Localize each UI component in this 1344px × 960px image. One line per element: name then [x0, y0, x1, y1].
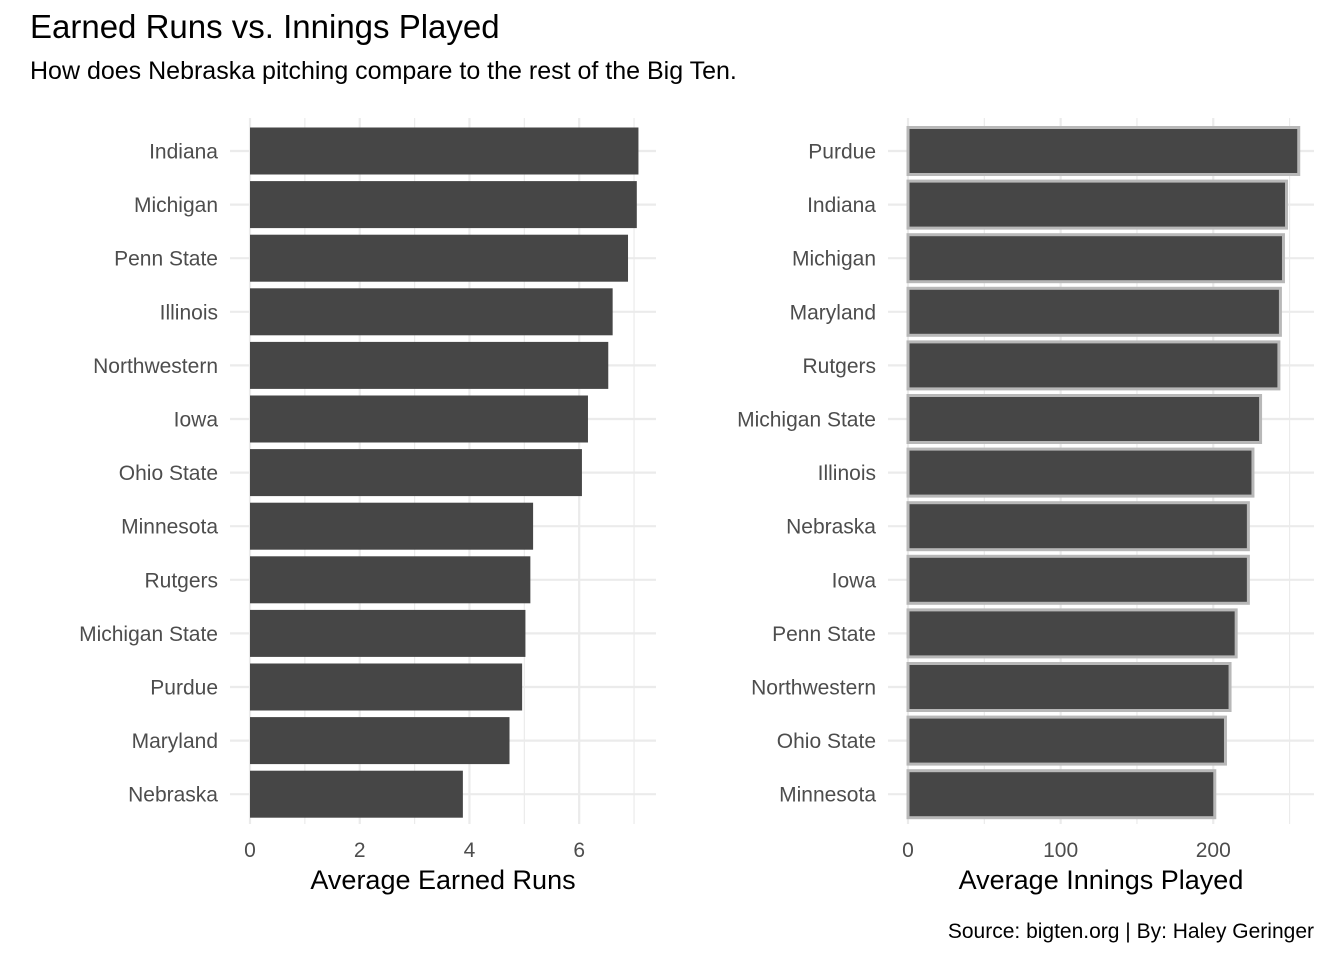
- innings-played-bar: [906, 340, 1281, 391]
- innings-played-category-label: Nebraska: [786, 516, 876, 539]
- innings-played-category-label: Michigan State: [737, 409, 876, 432]
- innings-played-category-label: Rutgers: [802, 355, 876, 378]
- earned-runs-category-label: Purdue: [150, 677, 218, 700]
- innings-played-bar: [906, 608, 1238, 659]
- innings-played-x-axis-title: Average Innings Played: [959, 865, 1244, 895]
- innings-played-category-label: Ohio State: [777, 730, 876, 753]
- earned-runs-x-tick-label: 2: [354, 839, 366, 862]
- innings-played-category-label: Minnesota: [779, 784, 876, 807]
- earned-runs-category-label: Michigan State: [79, 623, 218, 646]
- innings-played-bar: [906, 286, 1282, 337]
- earned-runs-bar: [250, 288, 613, 336]
- innings-played-x-tick-label: 0: [902, 839, 914, 862]
- chart-subtitle: How does Nebraska pitching compare to th…: [30, 57, 737, 85]
- earned-runs-bar: [250, 609, 526, 657]
- innings-played-category-label: Iowa: [832, 569, 877, 592]
- innings-played-category-label: Michigan: [792, 248, 876, 271]
- source-caption: Source: bigten.org | By: Haley Geringer: [947, 920, 1314, 943]
- innings-played-bar: [906, 554, 1250, 605]
- innings-played-bar: [906, 126, 1301, 176]
- earned-runs-category-label: Ohio State: [119, 462, 218, 485]
- earned-runs-x-tick-label: 0: [244, 839, 256, 862]
- earned-runs-bar: [250, 127, 639, 175]
- innings-played-x-tick-label: 200: [1196, 839, 1231, 862]
- innings-played-x-tick-label: 100: [1043, 839, 1078, 862]
- earned-runs-bar: [250, 395, 588, 443]
- innings-played-category-label: Penn State: [772, 623, 876, 646]
- innings-played-bar: [906, 662, 1232, 712]
- earned-runs-category-label: Illinois: [160, 301, 218, 324]
- innings-played-bar: [906, 501, 1250, 552]
- innings-played-bar: [906, 233, 1285, 284]
- earned-runs-category-label: Minnesota: [121, 516, 218, 539]
- innings-played-bar: [906, 447, 1255, 498]
- earned-runs-bar: [250, 341, 609, 389]
- innings-played-category-label: Illinois: [818, 462, 876, 485]
- earned-runs-bar: [250, 502, 534, 550]
- earned-runs-bar: [250, 663, 523, 711]
- innings-played-panel: Purdue Indiana Michigan Maryland Rutgers Mich…: [737, 118, 1314, 895]
- innings-played-category-label: Northwestern: [751, 677, 876, 700]
- innings-played-bar: [906, 179, 1289, 230]
- earned-runs-bar: [250, 770, 463, 818]
- earned-runs-bar: [250, 234, 629, 282]
- chart-title: Earned Runs vs. Innings Played: [30, 8, 500, 45]
- earned-runs-category-label: Penn State: [114, 248, 218, 271]
- earned-runs-x-tick-label: 6: [573, 839, 585, 862]
- earned-runs-category-label: Nebraska: [128, 784, 218, 807]
- earned-runs-bar: [250, 449, 582, 497]
- earned-runs-category-label: Maryland: [132, 730, 218, 753]
- earned-runs-bar: [250, 556, 531, 604]
- earned-runs-x-tick-label: 4: [464, 839, 476, 862]
- innings-played-category-label: Maryland: [790, 301, 876, 324]
- earned-runs-bar: [250, 181, 637, 229]
- earned-runs-category-label: Iowa: [174, 409, 219, 432]
- earned-runs-x-axis-title: Average Earned Runs: [310, 865, 575, 895]
- earned-runs-category-label: Northwestern: [93, 355, 218, 378]
- earned-runs-category-label: Indiana: [149, 141, 218, 164]
- earned-runs-panel: Indiana Michigan Penn State Illinois Northwe…: [79, 118, 656, 895]
- innings-played-category-label: Purdue: [808, 141, 876, 164]
- innings-played-bar: [906, 715, 1227, 766]
- earned-runs-category-label: Michigan: [134, 194, 218, 217]
- innings-played-category-label: Indiana: [807, 194, 876, 217]
- earned-runs-bar: [250, 717, 510, 765]
- innings-played-bar: [906, 769, 1217, 820]
- innings-played-bar: [906, 394, 1263, 444]
- earned-runs-category-label: Rutgers: [144, 569, 218, 592]
